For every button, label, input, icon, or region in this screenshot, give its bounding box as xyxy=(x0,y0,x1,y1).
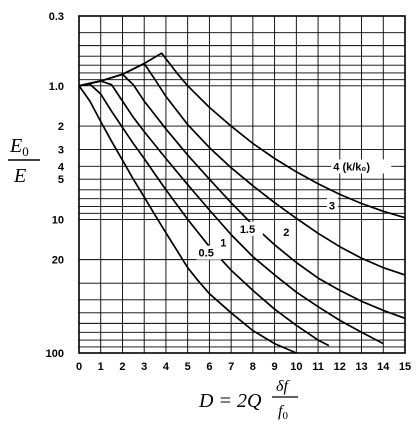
x-label-frac-bottom: f xyxy=(278,403,285,420)
series-line xyxy=(78,85,297,354)
y-tick-label: 0.3 xyxy=(49,11,64,23)
series-label: 2 xyxy=(283,227,289,239)
series-line xyxy=(78,83,330,347)
x-tick-label: 1 xyxy=(98,361,104,373)
x-tick-label: 0 xyxy=(76,361,82,373)
series-line xyxy=(78,80,384,345)
x-tick-label: 8 xyxy=(250,361,256,373)
svg-text:E0: E0 xyxy=(9,135,29,159)
x-tick-label: 13 xyxy=(355,361,367,373)
series-label-bg xyxy=(218,235,230,250)
x-tick-label: 10 xyxy=(290,361,302,373)
x-tick-label: 9 xyxy=(272,361,278,373)
x-tick-label: 12 xyxy=(334,361,346,373)
x-tick-label: 15 xyxy=(399,361,411,373)
series-label-bg xyxy=(196,245,222,260)
x-tick-label: 7 xyxy=(228,361,234,373)
series-label: 3 xyxy=(329,200,335,212)
series-label-bg xyxy=(237,221,263,236)
x-label-main: D = 2Q xyxy=(198,390,262,412)
series-label-bg xyxy=(281,224,293,239)
x-label-frac-top: δf xyxy=(276,378,290,395)
y-label-bottom: E xyxy=(13,165,26,187)
series-label: 4 (k/k₀) xyxy=(333,161,370,173)
y-tick-label: 100 xyxy=(46,348,64,360)
svg-text:f0: f0 xyxy=(278,403,288,422)
y-label-top: E xyxy=(9,135,22,157)
series-label: 0.5 xyxy=(199,248,214,260)
plot-frame xyxy=(78,15,406,354)
y-label-top-sub: 0 xyxy=(22,144,29,159)
y-tick-label: 5 xyxy=(58,174,64,186)
x-axis-label: D = 2Q δf f0 xyxy=(198,378,298,422)
y-tick-label: 20 xyxy=(52,255,64,267)
series-labels: 0.5 1 1.5 2 3 4 (k/k₀) xyxy=(196,159,392,260)
series-label: 1 xyxy=(220,238,226,250)
series-label-bg xyxy=(331,159,392,174)
x-tick-label: 14 xyxy=(377,361,390,373)
x-tick-label: 6 xyxy=(206,361,212,373)
series-line xyxy=(78,52,406,219)
grid xyxy=(78,15,406,354)
x-tick-label: 3 xyxy=(141,361,147,373)
series-label: 1.5 xyxy=(240,224,255,236)
series-line xyxy=(78,73,406,320)
x-tick-label: 4 xyxy=(163,361,170,373)
y-tick-label: 1.0 xyxy=(49,81,64,93)
x-tick-label: 2 xyxy=(119,361,125,373)
y-axis-label: E0 E xyxy=(8,135,40,187)
y-tick-label: 4 xyxy=(58,161,65,173)
y-tick-label: 3 xyxy=(58,145,64,157)
x-tick-label: 5 xyxy=(185,361,191,373)
x-label-frac-bottom-sub: 0 xyxy=(282,410,288,422)
series-lines xyxy=(78,52,406,354)
x-tick-label: 11 xyxy=(312,361,324,373)
y-tick-label: 2 xyxy=(58,121,64,133)
y-tick-label: 10 xyxy=(52,214,64,226)
series-label-bg xyxy=(326,198,338,213)
